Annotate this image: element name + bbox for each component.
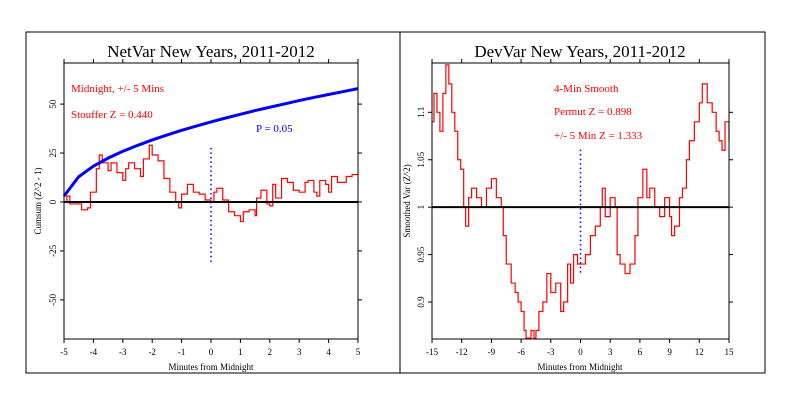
plot-frame [431, 62, 730, 340]
y-axis-label: Smoothed Var (Z^2) [402, 164, 412, 238]
x-tick-label: 1 [238, 347, 243, 357]
y-tick-label: 1.05 [416, 151, 426, 167]
p-005-envelope-line [62, 87, 359, 198]
x-tick-label: -4 [90, 347, 98, 357]
x-tick-label: -15 [426, 347, 438, 357]
annotation-smooth: 4-Min Smooth [554, 83, 619, 95]
x-tick-label: -5 [60, 347, 68, 357]
y-tick-label: -25 [48, 244, 58, 256]
x-tick-label: 5 [356, 347, 361, 357]
x-tick-label: 2 [268, 347, 273, 357]
x-axis-label: Minutes from Midnight [538, 362, 623, 372]
x-tick-label: -1 [178, 347, 186, 357]
data-series-line [432, 64, 730, 339]
netvar-chart: NetVar New Years, 2011-2012 Minutes from… [33, 42, 362, 372]
y-tick-label: 1.1 [416, 107, 426, 118]
x-tick-label: 15 [725, 347, 735, 357]
x-tick-label: -6 [517, 347, 525, 357]
annotation-permut-z: Permut Z = 0.898 [554, 106, 632, 118]
x-tick-label: 3 [608, 347, 613, 357]
y-tick-label: 0 [48, 199, 58, 204]
x-tick-label: -12 [456, 347, 468, 357]
y-tick-label: 1 [416, 205, 426, 210]
devvar-chart: DevVar New Years, 2011-2012 Minutes from… [402, 42, 734, 372]
annotation-window: Midnight, +/- 5 Mins [71, 83, 164, 95]
x-tick-label: -3 [547, 347, 555, 357]
annotation-stouffer-z: Stouffer Z = 0.440 [71, 109, 153, 121]
x-tick-label: 3 [297, 347, 302, 357]
x-tick-label: -2 [148, 347, 156, 357]
y-tick-label: 0.95 [416, 246, 426, 262]
y-tick-label: 50 [48, 99, 58, 109]
chart-title: NetVar New Years, 2011-2012 [107, 42, 315, 61]
y-tick-label: -50 [48, 293, 58, 305]
x-tick-label: -3 [119, 347, 127, 357]
x-tick-label: -9 [488, 347, 496, 357]
y-tick-label: 0.9 [416, 296, 426, 308]
y-axis-label: Cumsum (Z^2 - 1) [33, 168, 43, 235]
y-tick-label: 25 [48, 148, 58, 158]
annotation-window-z: +/- 5 Min Z = 1.333 [554, 130, 643, 142]
annotation-p-value: P = 0.05 [256, 123, 293, 135]
x-tick-label: 0 [578, 347, 583, 357]
x-axis-label: Minutes from Midnight [169, 362, 254, 372]
chart-title: DevVar New Years, 2011-2012 [474, 42, 685, 61]
x-tick-label: 4 [326, 347, 331, 357]
x-tick-label: 6 [638, 347, 643, 357]
x-tick-label: 0 [209, 347, 214, 357]
x-tick-label: 12 [695, 347, 704, 357]
right-panel-border [399, 31, 766, 374]
x-tick-label: 9 [667, 347, 672, 357]
